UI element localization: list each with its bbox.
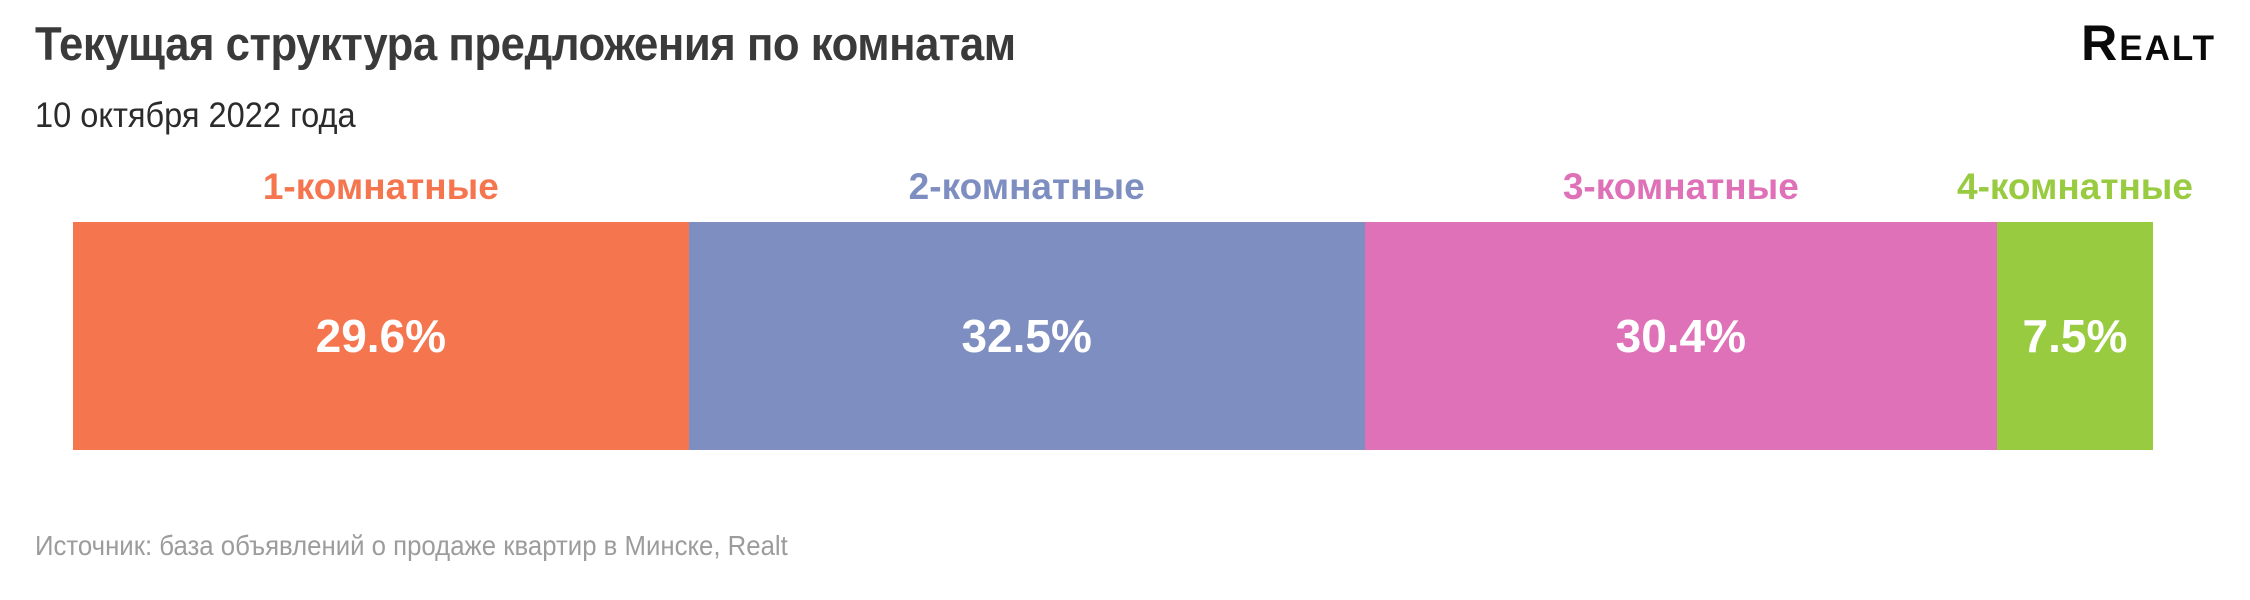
segment-label-3-room: 3-комнатные (1562, 166, 1799, 207)
segment-value-3-room: 30.4% (1615, 310, 1747, 362)
bar-segment-2-room: 32.5% (688, 222, 1365, 450)
segment-label-4-room: 4-комнатные (1957, 166, 2193, 207)
stacked-bar-chart: 1-комнатные 29.6% 2-комнатные 32.5% 3-ко… (73, 158, 2193, 450)
chart-date-subtitle: 10 октября 2022 года (35, 96, 356, 135)
segment-value-2-room: 32.5% (961, 310, 1092, 362)
bar-segment-4-room: 7.5% (1996, 222, 2153, 450)
segment-1-room: 1-комнатные 29.6% (73, 158, 689, 450)
segment-value-4-room: 7.5% (2022, 310, 2128, 362)
source-note: Источник: база объявлений о продаже квар… (35, 530, 788, 561)
segment-4-room: 4-комнатные 7.5% (1957, 158, 2193, 450)
segment-value-1-room: 29.6% (315, 310, 447, 362)
segment-label-1-room: 1-комнатные (262, 166, 499, 207)
realt-logo: Realt (2081, 15, 2216, 71)
segment-label-2-room: 2-комнатные (908, 166, 1145, 207)
segment-2-room: 2-комнатные 32.5% (688, 158, 1365, 450)
page-title: Текущая структура предложения по комната… (35, 17, 1016, 70)
bar-segment-3-room: 30.4% (1364, 222, 1997, 450)
segment-3-room: 3-комнатные 30.4% (1364, 158, 1997, 450)
bar-segment-1-room: 29.6% (73, 222, 689, 450)
